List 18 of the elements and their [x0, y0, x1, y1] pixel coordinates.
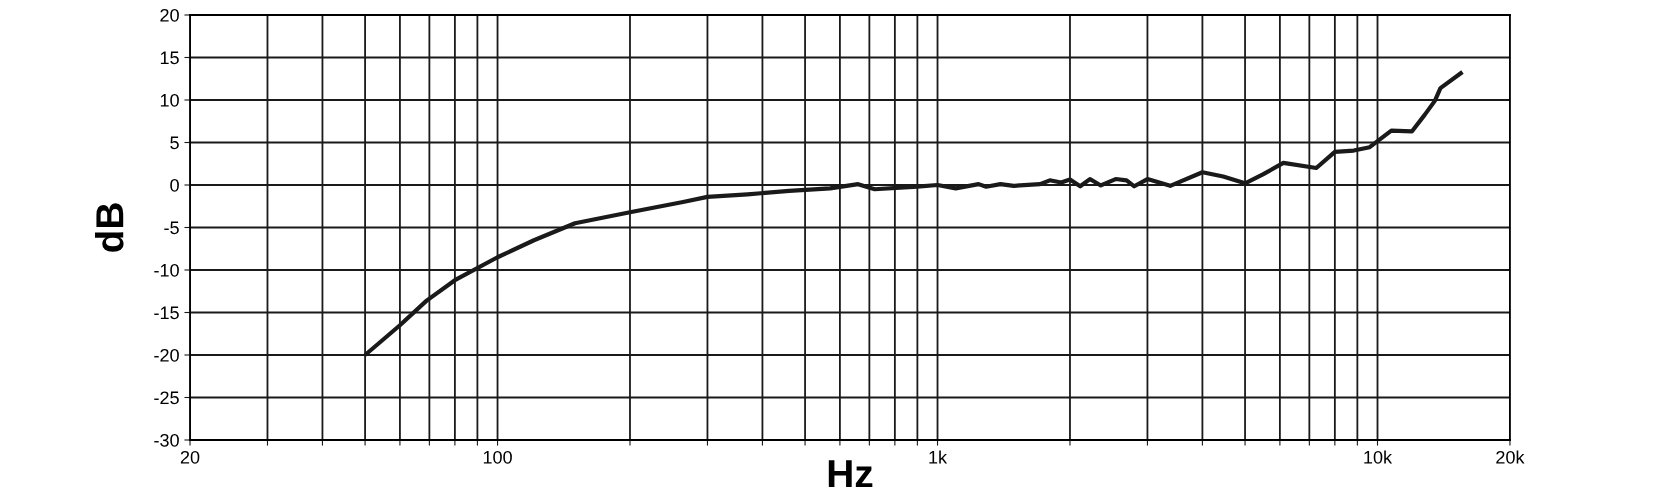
y-tick-label: 5: [170, 136, 179, 150]
y-tick-label: -15: [154, 306, 179, 320]
x-axis-title: Hz: [828, 460, 873, 488]
y-tick-label: 10: [160, 93, 179, 107]
y-tick-label: 0: [170, 178, 179, 192]
y-tick-label: 15: [160, 51, 179, 65]
y-tick-label: -10: [154, 263, 179, 277]
y-tick-label: -5: [164, 221, 179, 235]
y-tick-label: -20: [154, 348, 179, 362]
y-tick-label: -25: [154, 391, 179, 405]
y-tick-label: 20: [160, 8, 179, 22]
y-axis-title: dB: [95, 203, 124, 252]
x-tick-label: 20k: [1496, 450, 1525, 464]
x-tick-label: 1k: [929, 450, 948, 464]
y-tick-label: -30: [154, 433, 179, 447]
x-tick-label: 20: [180, 450, 200, 464]
x-tick-label: 10k: [1364, 450, 1393, 464]
x-tick-label: 100: [483, 450, 512, 464]
